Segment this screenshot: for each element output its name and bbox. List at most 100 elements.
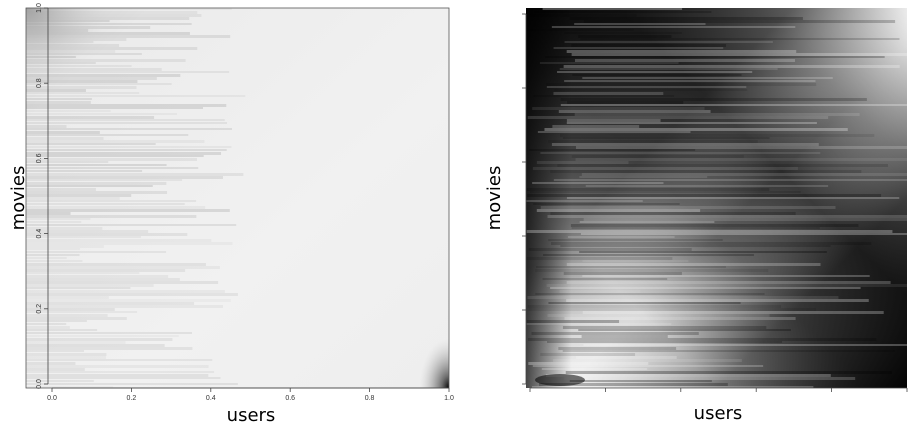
left-band [26,248,80,250]
left-band [26,95,246,97]
left-band [26,35,231,38]
right-band [559,290,641,293]
right-band [557,71,753,73]
left-band [26,11,198,14]
right-band [532,107,705,110]
y-tick-label: 0.4 [36,229,43,239]
right-band [540,152,821,154]
left-band [26,47,198,50]
left-band [26,353,107,356]
left-band [26,290,225,293]
left-band [26,344,165,347]
right-band [583,20,896,23]
right-band [564,32,683,34]
left-band [26,77,157,80]
right-band [529,149,696,151]
right-band [558,110,711,113]
left-band [26,278,180,281]
left-band [26,101,91,104]
left-band [26,134,189,136]
right-band [571,53,907,56]
right-band [545,56,885,58]
right-band [566,197,900,199]
left-band [26,23,192,25]
right-band [566,263,821,266]
left-band [26,89,86,92]
right-band [560,245,831,247]
right-band [581,335,668,338]
right-band [551,242,872,245]
right-band [542,8,683,10]
left-band [26,338,173,341]
right-band [563,272,682,275]
left-band [26,179,183,181]
left-band [26,251,167,253]
right-band [527,296,839,299]
right-band [539,383,728,386]
right-band [537,131,691,133]
left-band [26,275,169,278]
right-band [567,101,684,104]
y-tick-label: 0.8 [36,78,43,88]
left-band [26,80,138,83]
right-band [580,233,907,235]
right-band [528,362,649,365]
y-tick-label: 0.6 [36,153,43,163]
left-band [26,293,238,296]
left-band [26,383,238,385]
left-band [26,110,111,112]
left-band [26,152,222,155]
right-band [558,347,677,350]
left-band [26,311,138,313]
right-band [546,284,907,287]
left-band [26,281,219,284]
right-band [540,206,836,209]
right-band [545,374,831,377]
x-tick-label: 0.8 [365,395,375,402]
left-band [26,92,140,94]
right-band [553,359,742,362]
right-band [564,377,856,380]
left-band [26,17,190,20]
right-band [582,275,870,277]
left-band [26,296,109,299]
left-band [26,71,230,73]
left-band [26,161,109,163]
left-band [26,374,209,377]
left-band [26,239,211,242]
right-band [569,17,803,20]
left-band [26,173,244,176]
left-band [26,362,76,365]
left-band [26,191,168,194]
right-band [562,350,895,352]
right-band [526,230,893,233]
right-band [581,173,907,176]
right-band [582,77,833,79]
right-band [574,59,796,62]
left-band [26,314,108,317]
left-band [26,272,140,274]
right-band [553,179,907,181]
left-band [26,266,220,269]
right-band [547,341,783,343]
right-band [541,368,648,370]
left-y-axis-label: movies [8,166,29,231]
right-band [574,113,860,116]
left-band [26,206,206,209]
right-heatmap-bands [526,8,907,388]
right-band [527,116,829,119]
right-band [564,80,816,82]
right-band [550,287,861,289]
right-band [582,260,689,262]
right-spot-bottomleft [535,374,585,386]
right-band [559,68,778,70]
right-band [553,47,724,49]
right-band [571,44,726,47]
left-band [26,164,167,166]
right-band [575,146,907,149]
right-band [560,134,875,137]
left-band [26,149,227,151]
left-band [26,203,185,205]
left-band [26,257,67,259]
left-heatmap [25,7,450,389]
